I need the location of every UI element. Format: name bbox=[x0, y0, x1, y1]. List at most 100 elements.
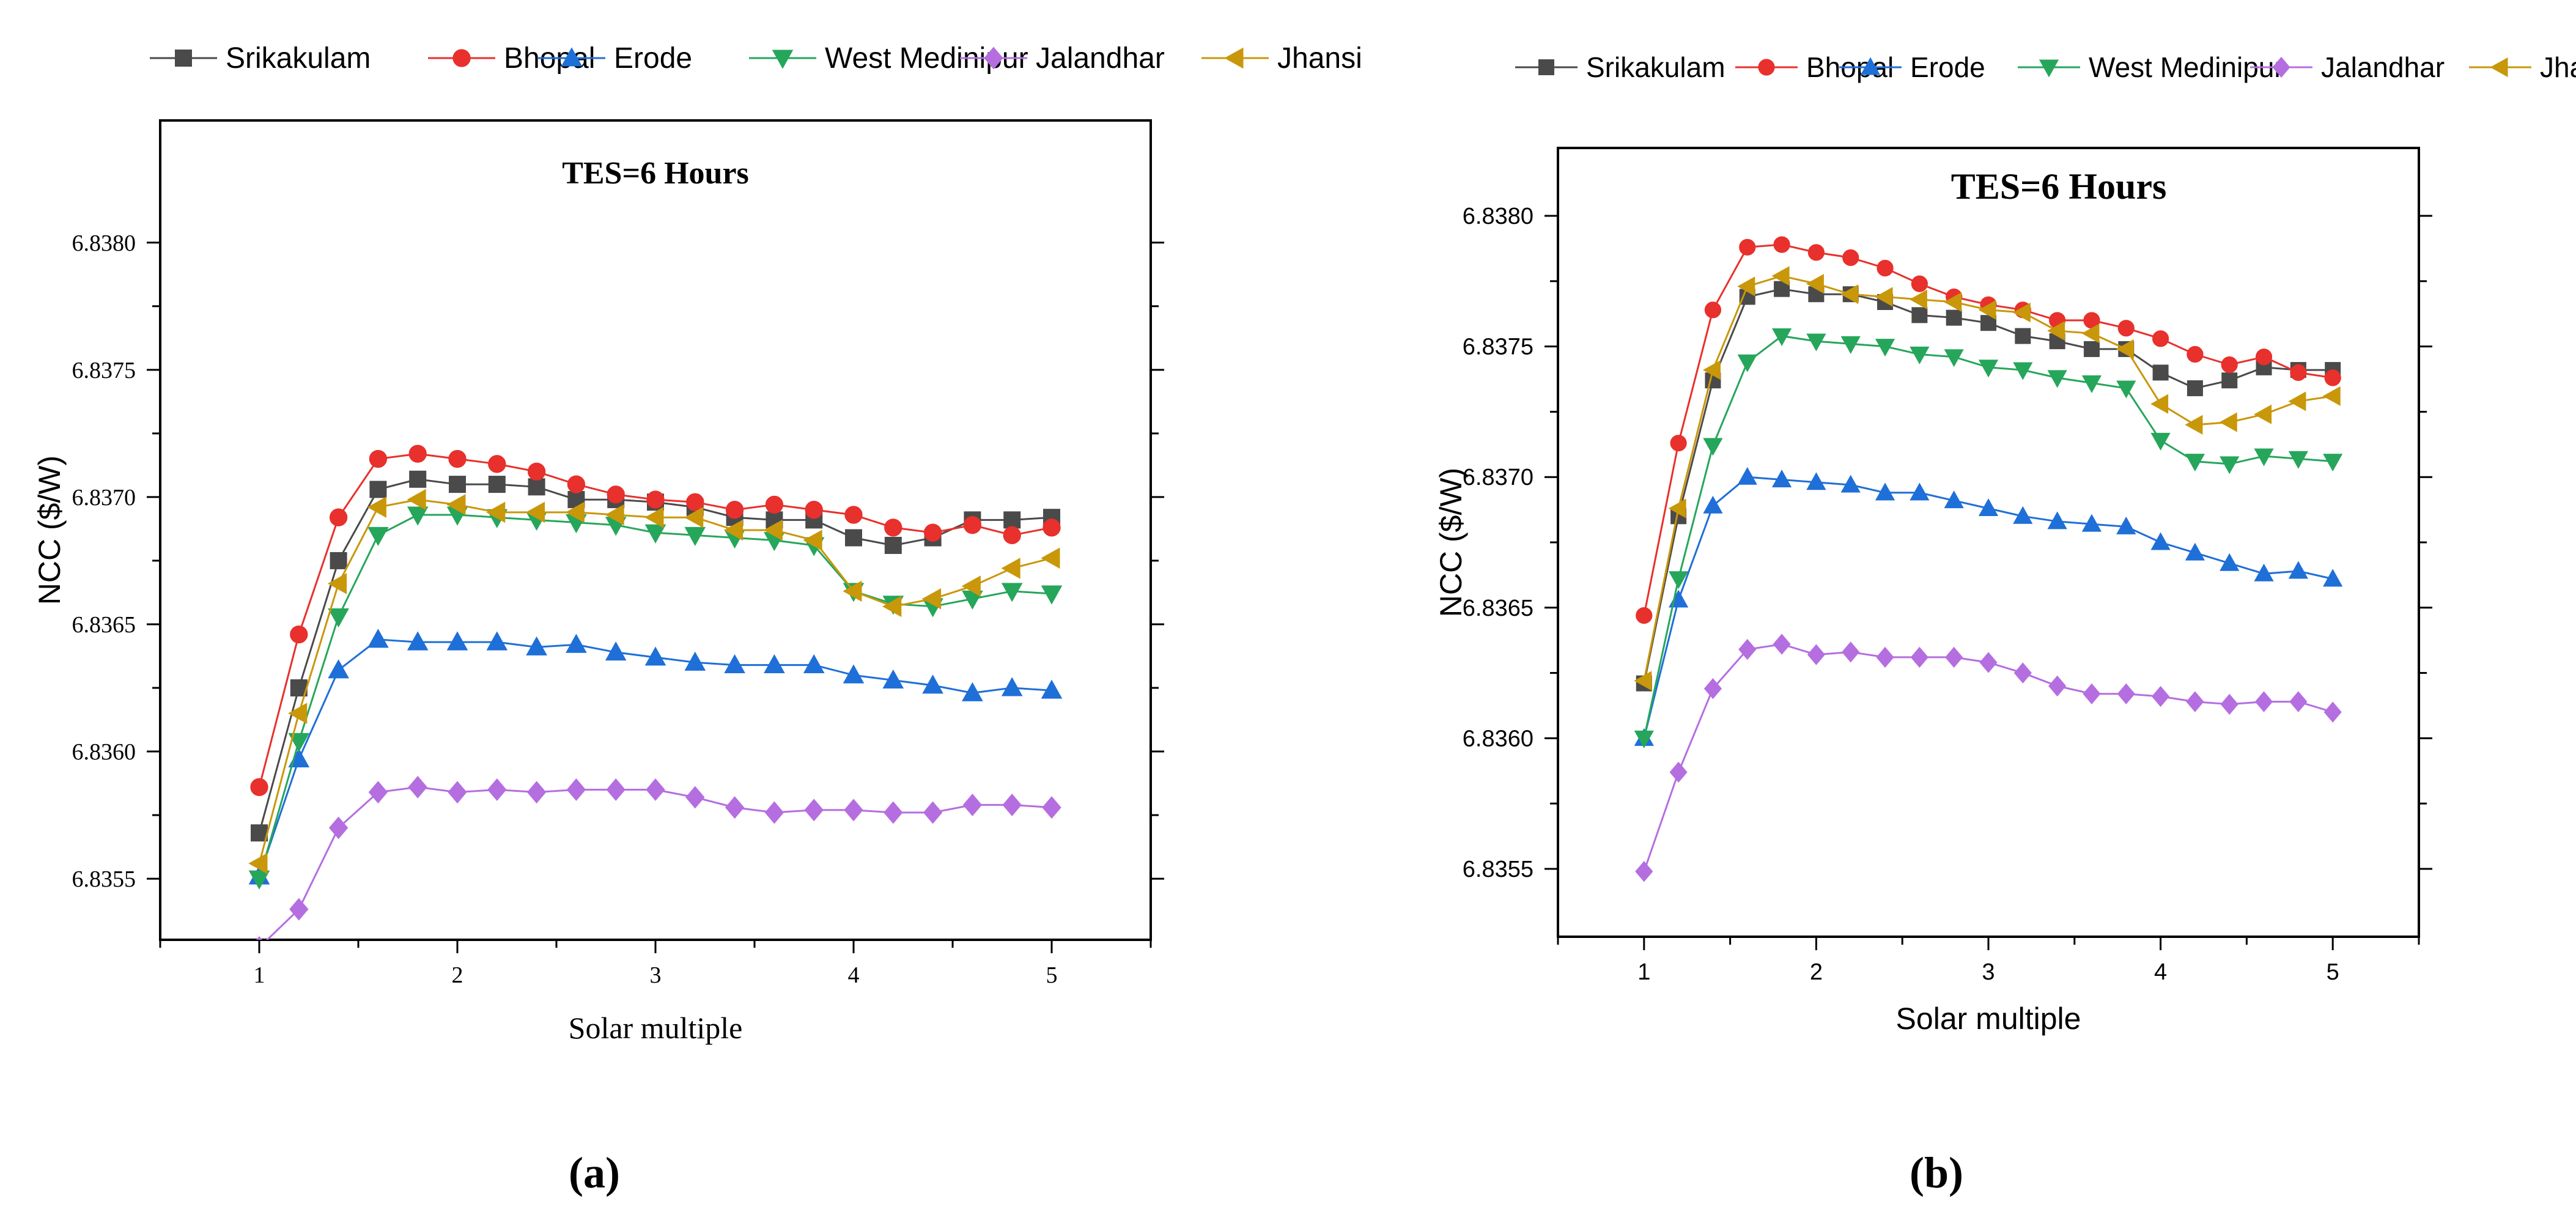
axes-ticks-a: 1 2 3 4 5 6.8355 6.8360 6.8365 6.8370 6.8375 6.838… bbox=[72, 231, 1164, 988]
data-point-srikakulam-a bbox=[1003, 511, 1021, 529]
data-point-erode-b bbox=[1978, 498, 1999, 516]
data-point-jalandhar-a bbox=[1042, 796, 1061, 819]
data-point-bhopal-a bbox=[805, 501, 823, 519]
data-point-jalandhar-b bbox=[1979, 652, 1998, 673]
legend-marker-srikakulam bbox=[1538, 59, 1554, 75]
legend-marker-bhopal bbox=[452, 49, 471, 67]
y-tick-label-b: 6.8360 bbox=[1463, 726, 1533, 751]
data-point-west-medinipur-b bbox=[1737, 354, 1757, 372]
data-point-bhopal-b bbox=[2152, 330, 2169, 347]
data-point-erode-a bbox=[764, 654, 785, 674]
data-point-west-medinipur-b bbox=[2047, 370, 2067, 388]
legend-label-srikakulam: Srikakulam bbox=[1586, 51, 1725, 83]
data-point-erode-a bbox=[962, 682, 983, 701]
data-point-jalandhar-b bbox=[2083, 683, 2101, 704]
panel-label-a: (a) bbox=[569, 1148, 620, 1197]
data-point-jalandhar-b bbox=[2323, 701, 2342, 723]
data-point-west-medinipur-b bbox=[1978, 360, 1999, 378]
data-point-jalandhar-a bbox=[526, 781, 547, 804]
data-point-jalandhar-b bbox=[1842, 641, 1860, 663]
data-point-srikakulam-a bbox=[488, 476, 506, 493]
data-point-jalandhar-a bbox=[962, 793, 983, 816]
data-point-jhansi-a bbox=[644, 506, 664, 528]
legend-marker-bhopal bbox=[1758, 59, 1775, 76]
data-point-erode-a bbox=[328, 659, 349, 679]
data-point-west-medinipur-a bbox=[684, 526, 706, 546]
data-point-erode-a bbox=[446, 631, 468, 651]
legend-label-jalandhar: Jalandhar bbox=[1036, 42, 1165, 75]
data-point-jhansi-b bbox=[2322, 386, 2341, 406]
data-point-west-medinipur-b bbox=[2081, 375, 2102, 393]
data-point-jalandhar-b bbox=[2186, 691, 2204, 712]
data-point-srikakulam-b bbox=[2015, 328, 2031, 344]
data-point-jalandhar-a bbox=[764, 801, 784, 824]
data-point-bhopal-a bbox=[250, 778, 268, 796]
data-point-jhansi-b bbox=[1634, 671, 1652, 691]
series-clip-b bbox=[1634, 236, 2343, 882]
y-tick-label-b: 6.8375 bbox=[1463, 334, 1533, 360]
data-point-erode-a bbox=[882, 669, 904, 689]
data-point-jalandhar-a bbox=[804, 799, 824, 822]
data-point-erode-a bbox=[803, 654, 825, 674]
data-point-erode-a bbox=[644, 646, 666, 666]
series-line-west-medinipur-b bbox=[1643, 334, 2333, 739]
y-tick-label-a: 6.8375 bbox=[72, 358, 136, 383]
data-point-jhansi-a bbox=[723, 519, 744, 541]
data-point-west-medinipur-a bbox=[1041, 585, 1063, 605]
x-tick-label-a: 5 bbox=[1046, 962, 1058, 988]
data-point-jalandhar-b bbox=[1876, 646, 1894, 668]
data-point-erode-a bbox=[684, 651, 706, 671]
legend-item-jhansi-a: Jhansi bbox=[1201, 42, 1362, 75]
data-point-erode-b bbox=[2323, 569, 2343, 587]
data-point-jalandhar-a bbox=[1002, 793, 1022, 816]
data-point-srikakulam-b bbox=[2152, 364, 2169, 381]
data-point-srikakulam-a bbox=[845, 529, 862, 547]
data-point-west-medinipur-b bbox=[1669, 571, 1689, 589]
panel-label-b: (b) bbox=[1910, 1148, 1963, 1197]
data-point-jalandhar-b bbox=[1703, 678, 1722, 699]
series-line-west-medinipur-a bbox=[258, 514, 1052, 879]
legend-item-west-medinipur-b: West Medinipur bbox=[2018, 51, 2284, 83]
data-point-bhopal-a bbox=[1043, 519, 1061, 537]
data-point-jalandhar-b bbox=[2117, 683, 2135, 704]
data-point-erode-b bbox=[2116, 516, 2136, 534]
data-point-srikakulam-a bbox=[251, 824, 268, 842]
data-point-jalandhar-b bbox=[1910, 646, 1928, 668]
data-point-jalandhar-b bbox=[1669, 761, 1688, 783]
legend-label-jalandhar: Jalandhar bbox=[2321, 51, 2445, 83]
y-tick-label-a: 6.8380 bbox=[72, 231, 136, 256]
x-tick-label-a: 3 bbox=[650, 962, 662, 988]
series-line-jalandhar-b bbox=[1643, 643, 2333, 872]
data-point-jalandhar-a bbox=[289, 898, 309, 921]
legend-item-jalandhar-a: Jalandhar bbox=[960, 42, 1165, 75]
data-point-west-medinipur-a bbox=[1001, 583, 1023, 602]
data-point-jhansi-a bbox=[921, 588, 942, 610]
data-point-jhansi-b bbox=[2219, 412, 2237, 432]
data-point-jalandhar-b bbox=[1635, 861, 1653, 882]
data-point-erode-b bbox=[2150, 532, 2171, 550]
data-point-bhopal-a bbox=[329, 508, 348, 526]
data-point-jalandhar-a bbox=[685, 786, 705, 809]
annotation-a: TES=6 Hours bbox=[562, 156, 749, 191]
data-point-srikakulam-b bbox=[1774, 281, 1790, 297]
data-point-bhopal-a bbox=[646, 490, 665, 509]
data-point-west-medinipur-b bbox=[1634, 730, 1654, 748]
data-point-jalandhar-a bbox=[368, 781, 388, 804]
data-point-erode-a bbox=[605, 641, 627, 661]
data-point-bhopal-b bbox=[2255, 349, 2273, 366]
data-point-jhansi-b bbox=[1737, 276, 1755, 297]
data-point-erode-a bbox=[1001, 677, 1023, 696]
data-point-erode-a bbox=[486, 631, 508, 651]
data-point-jalandhar-a bbox=[884, 801, 903, 824]
data-point-bhopal-a bbox=[408, 445, 427, 463]
data-point-jalandhar-b bbox=[2289, 691, 2308, 712]
data-point-jhansi-b bbox=[2012, 303, 2031, 323]
data-point-erode-a bbox=[724, 654, 745, 674]
data-point-jhansi-a bbox=[1041, 547, 1060, 569]
data-point-bhopal-a bbox=[923, 523, 942, 542]
data-point-west-medinipur-a bbox=[248, 870, 270, 890]
y-tick-label-a: 6.8370 bbox=[72, 485, 136, 511]
data-point-west-medinipur-b bbox=[1875, 339, 1895, 357]
data-point-west-medinipur-a bbox=[288, 733, 310, 753]
data-point-west-medinipur-b bbox=[2323, 454, 2343, 472]
